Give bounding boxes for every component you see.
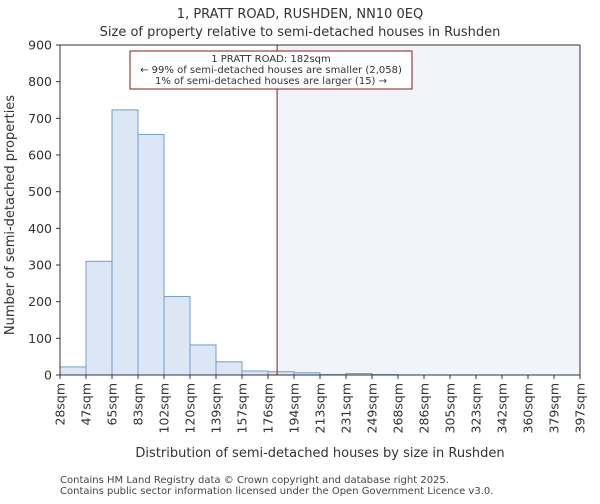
y-tick-label-700: 700 — [28, 111, 52, 126]
chart-subtitle: Size of property relative to semi-detach… — [100, 25, 501, 40]
x-tick-label-249sqm: 249sqm — [365, 383, 380, 433]
y-tick-label-400: 400 — [28, 221, 52, 236]
x-tick-label-65sqm: 65sqm — [105, 383, 120, 426]
y-tick-label-300: 300 — [28, 258, 52, 273]
y-tick-label-600: 600 — [28, 148, 52, 163]
y-tick-label-100: 100 — [28, 331, 52, 346]
chart-title: 1, PRATT ROAD, RUSHDEN, NN10 0EQ — [177, 7, 423, 22]
y-tick-label-500: 500 — [28, 184, 52, 199]
x-tick-label-28sqm: 28sqm — [53, 383, 68, 426]
y-tick-label-800: 800 — [28, 74, 52, 89]
x-axis-label: Distribution of semi-detached houses by … — [135, 446, 504, 461]
y-axis-label: Number of semi-detached properties — [3, 95, 18, 335]
annotation-line-3: 1% of semi-detached houses are larger (1… — [155, 76, 387, 87]
x-tick-label-194sqm: 194sqm — [287, 383, 302, 433]
x-tick-label-157sqm: 157sqm — [235, 383, 250, 433]
bar-157sqm — [242, 371, 268, 375]
y-tick-label-900: 900 — [28, 38, 52, 53]
bar-102sqm — [164, 297, 190, 375]
x-tick-label-176sqm: 176sqm — [261, 383, 276, 433]
x-tick-label-360sqm: 360sqm — [521, 383, 536, 433]
x-tick-label-120sqm: 120sqm — [183, 383, 198, 433]
x-tick-label-305sqm: 305sqm — [443, 383, 458, 433]
x-tick-label-102sqm: 102sqm — [157, 383, 172, 433]
x-tick-label-213sqm: 213sqm — [313, 383, 328, 433]
bar-83sqm — [138, 134, 164, 375]
footer-line-1: Contains HM Land Registry data © Crown c… — [60, 475, 449, 486]
y-tick-label-0: 0 — [44, 368, 52, 383]
highlight-region — [277, 45, 580, 375]
x-tick-label-47sqm: 47sqm — [79, 383, 94, 426]
plot-area: 0 100 200 300 400 500 600 700 800 900 28sqm 47sqm 65… — [28, 38, 587, 434]
bar-139sqm — [216, 362, 242, 375]
annotation-line-1: 1 PRATT ROAD: 182sqm — [211, 54, 331, 65]
x-tick-label-268sqm: 268sqm — [391, 383, 406, 433]
x-tick-label-286sqm: 286sqm — [417, 383, 432, 433]
bar-65sqm — [112, 110, 138, 375]
x-tick-label-379sqm: 379sqm — [547, 383, 562, 433]
bar-47sqm — [86, 261, 112, 375]
annotation-line-2: ← 99% of semi-detached houses are smalle… — [140, 65, 402, 76]
x-tick-label-139sqm: 139sqm — [209, 383, 224, 433]
x-tick-label-342sqm: 342sqm — [495, 383, 510, 433]
x-tick-label-83sqm: 83sqm — [131, 383, 146, 426]
bar-120sqm — [190, 345, 216, 375]
x-tick-label-397sqm: 397sqm — [573, 383, 588, 433]
x-tick-label-323sqm: 323sqm — [469, 383, 484, 433]
y-tick-label-200: 200 — [28, 294, 52, 309]
bar-28sqm — [60, 367, 86, 375]
x-tick-label-231sqm: 231sqm — [339, 383, 354, 433]
footer-line-2: Contains public sector information licen… — [60, 486, 493, 497]
